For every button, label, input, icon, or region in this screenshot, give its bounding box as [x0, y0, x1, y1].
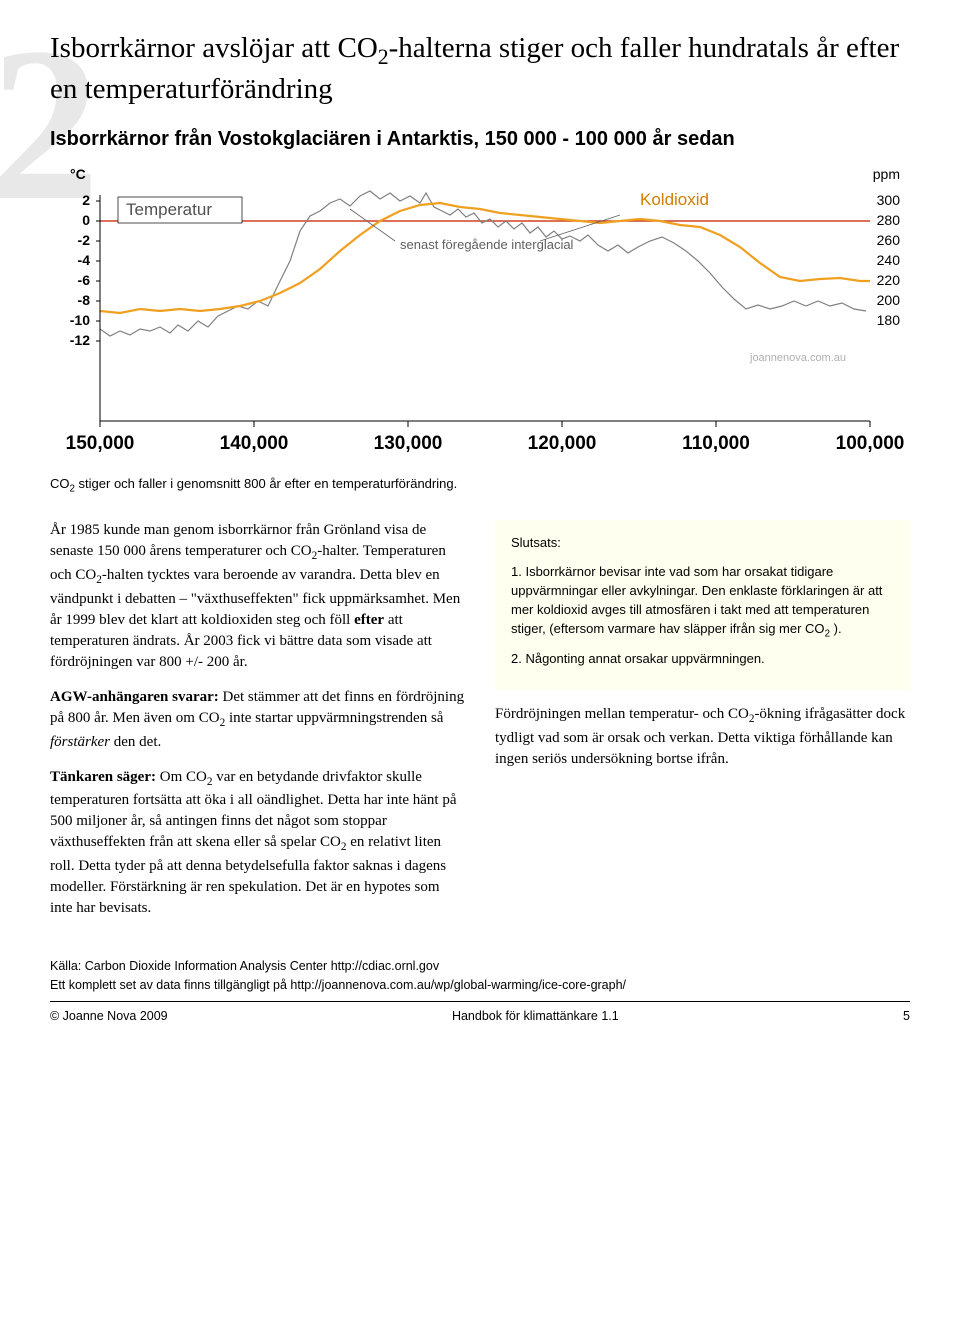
svg-text:-8: -8: [78, 292, 91, 308]
svg-text:220: 220: [877, 272, 901, 288]
conclusion-item: 2. Någonting annat orsakar uppvärmningen…: [511, 650, 894, 669]
right-column: Slutsats: 1. Isborrkärnor bevisar inte v…: [495, 520, 910, 933]
svg-text:200: 200: [877, 292, 901, 308]
svg-text:ppm: ppm: [873, 166, 900, 182]
svg-text:150,000: 150,000: [66, 433, 135, 454]
chart-caption: CO2 stiger och faller i genomsnitt 800 å…: [50, 475, 910, 496]
svg-text:0: 0: [82, 212, 90, 228]
svg-text:senast föregående interglacial: senast föregående interglacial: [400, 237, 574, 252]
svg-text:260: 260: [877, 232, 901, 248]
svg-text:2: 2: [82, 192, 90, 208]
svg-text:-10: -10: [70, 312, 90, 328]
svg-text:Temperatur: Temperatur: [126, 200, 212, 219]
svg-text:110,000: 110,000: [682, 433, 750, 454]
svg-text:-2: -2: [78, 232, 91, 248]
left-column: År 1985 kunde man genom isborrkärnor frå…: [50, 520, 465, 933]
footer-center: Handbok för klimattänkare 1.1: [452, 1008, 619, 1026]
chart-title: Isborrkärnor från Vostokglaciären i Anta…: [50, 125, 910, 153]
svg-text:joannenova.com.au: joannenova.com.au: [749, 352, 846, 364]
source-line-1: Källa: Carbon Dioxide Information Analys…: [50, 957, 910, 976]
svg-text:°C: °C: [70, 166, 86, 182]
right-paragraph: Fördröjningen mellan temperatur- och CO2…: [495, 704, 910, 770]
footer: © Joanne Nova 2009 Handbok för klimattän…: [50, 1008, 910, 1026]
sources: Källa: Carbon Dioxide Information Analys…: [50, 957, 910, 1002]
svg-text:140,000: 140,000: [220, 433, 289, 454]
conclusion-item: 1. Isborrkärnor bevisar inte vad som har…: [511, 563, 894, 641]
svg-text:180: 180: [877, 312, 901, 328]
footer-right: 5: [903, 1008, 910, 1026]
svg-text:240: 240: [877, 252, 901, 268]
svg-text:Koldioxid: Koldioxid: [640, 190, 709, 209]
svg-text:-6: -6: [78, 272, 91, 288]
svg-text:120,000: 120,000: [528, 433, 597, 454]
body-paragraph: Tänkaren säger: Om CO2 var en betydande …: [50, 767, 465, 920]
body-paragraph: AGW-anhängaren svarar: Det stämmer att d…: [50, 687, 465, 753]
ice-core-chart: °C 2 0 -2 -4 -6 -8 -10 -12 ppm 300 280 260 240 220 200 1…: [50, 161, 910, 471]
conclusion-title: Slutsats:: [511, 534, 894, 553]
source-line-2: Ett komplett set av data finns tillgängl…: [50, 976, 910, 995]
svg-text:-4: -4: [78, 252, 91, 268]
body-paragraph: År 1985 kunde man genom isborrkärnor frå…: [50, 520, 465, 673]
svg-text:-12: -12: [70, 332, 90, 348]
svg-text:280: 280: [877, 212, 901, 228]
svg-text:100,000: 100,000: [836, 433, 905, 454]
page-heading: Isborrkärnor avslöjar att CO2-halterna s…: [50, 30, 910, 107]
svg-text:130,000: 130,000: [374, 433, 443, 454]
svg-text:300: 300: [877, 192, 901, 208]
footer-left: © Joanne Nova 2009: [50, 1008, 168, 1026]
conclusion-box: Slutsats: 1. Isborrkärnor bevisar inte v…: [495, 520, 910, 690]
